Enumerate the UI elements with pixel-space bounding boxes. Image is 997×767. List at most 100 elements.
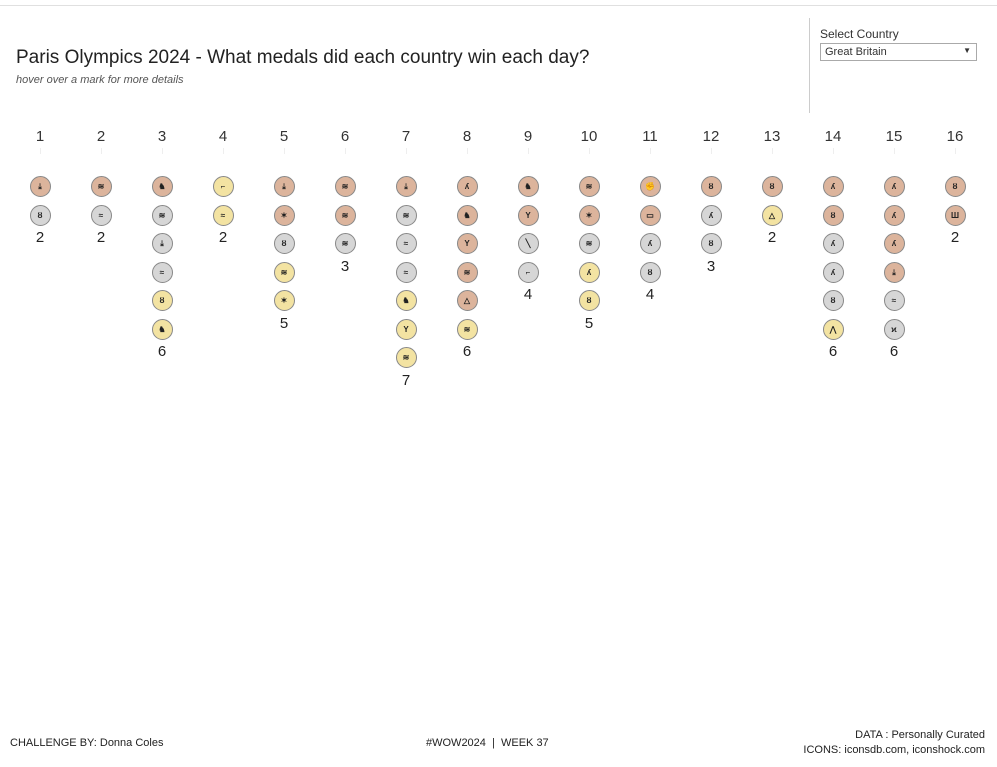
day-column: 15 ʎ ʎ ʎ ⤓ ≈ ϰ 6 — [874, 128, 914, 360]
tick — [832, 148, 834, 154]
medal-silver-cycling-icon[interactable]: ȣ — [273, 233, 295, 254]
medal-silver-rowing-icon[interactable]: ≋ — [151, 204, 173, 226]
medal-silver-swimming-icon[interactable]: ≈ — [151, 261, 173, 283]
medal-bronze-cycling-icon[interactable]: ȣ — [761, 176, 783, 197]
medal-bronze-rowing-icon[interactable]: ≋ — [334, 176, 356, 197]
day-label: 15 — [885, 128, 903, 145]
medal-bronze-rowing-icon[interactable]: ≋ — [90, 176, 112, 197]
medal-bronze-weightlifting-icon[interactable]: Ш — [944, 204, 966, 226]
top-divider — [0, 5, 997, 6]
medal-silver-taekwondo-icon[interactable]: ϰ — [883, 318, 905, 340]
medal-count: 4 — [645, 286, 655, 303]
chevron-down-icon: ▼ — [963, 46, 971, 55]
medal-bronze-boxing-icon[interactable]: ✊ — [639, 176, 661, 197]
medal-gold-equestrian-icon[interactable]: ♞ — [151, 318, 173, 340]
medal-gold-trampoline-icon[interactable]: ✶ — [273, 290, 295, 311]
day-column: 12 ȣ ʎ ȣ 3 — [691, 128, 731, 275]
medal-silver-cycling-icon[interactable]: ȣ — [29, 204, 51, 226]
medal-bronze-trampoline-icon[interactable]: ✶ — [273, 204, 295, 226]
medal-bronze-diving-icon[interactable]: ⤓ — [29, 176, 51, 197]
medal-silver-athletics-icon[interactable]: ʎ — [822, 261, 844, 283]
medal-bronze-diving-icon[interactable]: ⤓ — [883, 261, 905, 283]
day-column: 11 ✊ ▭ ʎ ȣ 4 — [630, 128, 670, 303]
medal-gold-cycling-icon[interactable]: ȣ — [578, 290, 600, 311]
medal-silver-rowing-icon[interactable]: ≋ — [395, 204, 417, 226]
filter-divider — [809, 18, 810, 113]
medal-bronze-athletics-icon[interactable]: ʎ — [822, 176, 844, 197]
medal-bronze-trampoline-icon[interactable]: ✶ — [578, 204, 600, 226]
medal-silver-diving-icon[interactable]: ⤓ — [151, 233, 173, 254]
medal-gold-sailing-icon[interactable]: △ — [761, 204, 783, 226]
day-column: 14 ʎ ȣ ʎ ʎ ȣ ⋀ 6 — [813, 128, 853, 360]
country-select[interactable]: Great Britain ▼ — [820, 43, 977, 61]
medal-bronze-athletics-icon[interactable]: ʎ — [883, 204, 905, 226]
medal-count: 6 — [462, 343, 472, 360]
tick — [649, 148, 651, 154]
medal-silver-swimming-icon[interactable]: ≈ — [395, 233, 417, 254]
day-label: 14 — [824, 128, 842, 145]
medal-gold-rowing-icon[interactable]: ≋ — [273, 261, 295, 283]
medal-count: 4 — [523, 286, 533, 303]
icons-credit: ICONS: iconsdb.com, iconshock.com — [803, 744, 985, 756]
medal-silver-swimming-icon[interactable]: ≈ — [883, 290, 905, 311]
medal-bronze-rowing-icon[interactable]: ≋ — [456, 261, 478, 283]
medal-silver-shooting-icon[interactable]: ⌐ — [517, 261, 539, 283]
country-filter-label: Select Country — [820, 27, 899, 41]
day-label: 10 — [580, 128, 598, 145]
medal-count: 2 — [35, 229, 45, 246]
medal-bronze-athletics-icon[interactable]: ʎ — [456, 176, 478, 197]
medal-gold-rowing-icon[interactable]: ≋ — [395, 347, 417, 368]
medal-bronze-cycling-icon[interactable]: ȣ — [944, 176, 966, 197]
day-column: 16 ȣ Ш 2 — [935, 128, 975, 246]
tick — [466, 148, 468, 154]
medal-bronze-gymnastics-icon[interactable]: Y — [517, 204, 539, 226]
tick — [527, 148, 529, 154]
medal-silver-fencing-icon[interactable]: ╲ — [517, 233, 539, 254]
medal-bronze-cycling-icon[interactable]: ȣ — [700, 176, 722, 197]
medal-bronze-equestrian-icon[interactable]: ♞ — [517, 176, 539, 197]
medal-bronze-cycling-icon[interactable]: ȣ — [822, 204, 844, 226]
medal-bronze-athletics-icon[interactable]: ʎ — [883, 176, 905, 197]
medal-silver-rowing-icon[interactable]: ≋ — [334, 233, 356, 254]
tick — [954, 148, 956, 154]
country-select-value: Great Britain — [825, 46, 887, 58]
medal-gold-rowing-icon[interactable]: ≋ — [456, 318, 478, 340]
tick — [100, 148, 102, 154]
medal-silver-rowing-icon[interactable]: ≋ — [578, 233, 600, 254]
medal-bronze-sailing-icon[interactable]: △ — [456, 290, 478, 311]
medal-silver-swimming-icon[interactable]: ≈ — [90, 204, 112, 226]
tick — [710, 148, 712, 154]
medal-silver-cycling-icon[interactable]: ȣ — [639, 261, 661, 283]
medal-bronze-rowing-icon[interactable]: ≋ — [334, 204, 356, 226]
tick — [222, 148, 224, 154]
medal-silver-cycling-icon[interactable]: ȣ — [700, 233, 722, 254]
medal-gold-cycling-icon[interactable]: ȣ — [151, 290, 173, 311]
medal-silver-swimming-icon[interactable]: ≈ — [395, 261, 417, 283]
medal-gold-shooting-icon[interactable]: ⌐ — [212, 176, 234, 197]
day-column: 6 ≋ ≋ ≋ 3 — [325, 128, 365, 275]
medal-silver-cycling-icon[interactable]: ȣ — [822, 290, 844, 311]
medal-bronze-athletics-icon[interactable]: ʎ — [883, 233, 905, 254]
medal-gold-athletics-icon[interactable]: ʎ — [578, 261, 600, 283]
day-label: 16 — [946, 128, 964, 145]
day-column: 9 ♞ Y ╲ ⌐ 4 — [508, 128, 548, 303]
medal-silver-athletics-icon[interactable]: ʎ — [639, 233, 661, 254]
medal-gold-equestrian-icon[interactable]: ♞ — [395, 290, 417, 311]
medal-count: 5 — [279, 314, 289, 332]
medal-gold-climbing-icon[interactable]: ⋀ — [822, 318, 844, 340]
medal-bronze-equestrian-icon[interactable]: ♞ — [151, 176, 173, 197]
medal-silver-athletics-icon[interactable]: ʎ — [822, 233, 844, 254]
medal-bronze-rowing-icon[interactable]: ≋ — [578, 176, 600, 197]
medal-bronze-diving-icon[interactable]: ⤓ — [273, 176, 295, 197]
medal-bronze-skateboarding-icon[interactable]: ▭ — [639, 204, 661, 226]
day-column: 7 ⤓ ≋ ≈ ≈ ♞ Y ≋ 7 — [386, 128, 426, 389]
medal-gold-swimming-icon[interactable]: ≈ — [212, 204, 234, 226]
day-column: 4 ⌐ ≈2 — [203, 128, 243, 246]
medal-silver-athletics-icon[interactable]: ʎ — [700, 204, 722, 226]
medal-bronze-diving-icon[interactable]: ⤓ — [395, 176, 417, 197]
medal-bronze-gymnastics-icon[interactable]: Y — [456, 233, 478, 254]
tick — [405, 148, 407, 154]
medal-gold-gymnastics-icon[interactable]: Y — [395, 318, 417, 340]
medal-bronze-equestrian-icon[interactable]: ♞ — [456, 204, 478, 226]
medal-count: 3 — [706, 257, 716, 275]
